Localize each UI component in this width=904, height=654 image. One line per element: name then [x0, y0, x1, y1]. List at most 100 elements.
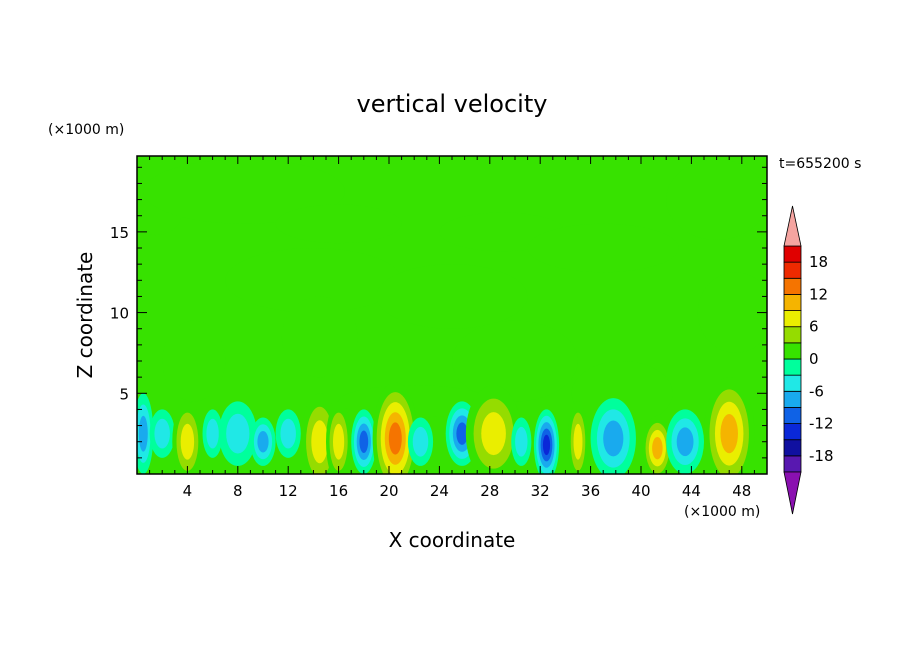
- convective-cell: [275, 409, 301, 458]
- colorbar-tick-label: -12: [809, 415, 834, 433]
- x-tick-label: 44: [682, 482, 701, 500]
- colorbar-tick-label: 0: [809, 350, 819, 368]
- convective-cell: [172, 401, 203, 474]
- upper-feature: [162, 320, 226, 402]
- upper-feature: [225, 248, 402, 313]
- contour-band: [652, 436, 663, 460]
- x-tick-label: 12: [279, 482, 298, 500]
- x-tick-label: 32: [531, 482, 550, 500]
- convective-cell: [465, 385, 522, 474]
- colorbar-swatch: [783, 455, 802, 473]
- contour-band: [280, 418, 296, 449]
- contour-band: [388, 422, 402, 455]
- x-tick-label: 28: [480, 482, 499, 500]
- convective-cell: [666, 409, 704, 474]
- upper-feature: [697, 272, 767, 353]
- time-label: t=655200 s: [779, 156, 861, 172]
- colorbar-swatch: [783, 277, 802, 295]
- contour-band: [456, 422, 468, 445]
- x-tick-label: 4: [183, 482, 193, 500]
- colorbar-tick-label: 6: [809, 318, 819, 336]
- upper-feature: [275, 204, 402, 244]
- z-axis-label: Z coordinate: [73, 252, 97, 379]
- upper-feature: [376, 264, 528, 329]
- colorbar-swatch: [783, 326, 802, 344]
- colorbar-tick-label: -6: [809, 382, 824, 400]
- contour-band: [481, 412, 506, 456]
- x-tick-label: 16: [329, 482, 348, 500]
- colorbar-swatch: [783, 342, 802, 360]
- colorbar-swatch: [783, 245, 802, 263]
- x-tick-label: 8: [233, 482, 243, 500]
- convective-cell: [704, 377, 755, 474]
- contour-band: [359, 430, 369, 453]
- convective-cell: [511, 417, 532, 466]
- convective-cell: [218, 401, 257, 466]
- convective-cell: [642, 415, 673, 474]
- contour-band: [333, 423, 345, 460]
- contour-band: [603, 420, 624, 457]
- colorbar-tick-label: 12: [809, 285, 828, 303]
- colorbar-tick-label: -18: [809, 447, 834, 465]
- colorbar-swatch: [783, 374, 802, 392]
- contour-band: [257, 430, 269, 453]
- contour-band: [720, 413, 738, 454]
- colorbar-swatch: [783, 294, 802, 311]
- convective-cell: [149, 409, 175, 458]
- upper-features: [137, 159, 767, 426]
- x-tick-label: 48: [732, 482, 751, 500]
- z-tick-label: 5: [119, 385, 129, 403]
- colorbar-swatch: [783, 358, 802, 376]
- upper-feature: [281, 296, 358, 378]
- plot-area: [137, 156, 767, 474]
- convective-cell: [567, 401, 589, 474]
- x-tick-label: 36: [581, 482, 600, 500]
- contour-band: [226, 413, 250, 454]
- convective-cell: [326, 401, 352, 474]
- upper-feature: [143, 159, 345, 224]
- contour-band: [180, 423, 195, 460]
- colorbar-swatch: [783, 310, 802, 328]
- x-axis-ticks: 4 8 12 16 20 24 28 32 36 40 44 48: [149, 156, 755, 500]
- convective-cell: [372, 382, 418, 474]
- convective-cell: [137, 393, 154, 474]
- colorbar-top-arrow: [783, 205, 802, 247]
- lower-cells: [137, 377, 755, 474]
- chart-title: vertical velocity: [357, 90, 548, 118]
- upper-feature: [452, 320, 578, 402]
- z-units-label: (×1000 m): [48, 122, 124, 138]
- colorbar-tick-label: 18: [809, 253, 828, 271]
- x-axis-label: X coordinate: [389, 528, 516, 552]
- contour-band: [138, 415, 148, 452]
- contour-band: [676, 427, 694, 457]
- colorbar-swatch: [783, 439, 802, 457]
- z-tick-label: 10: [110, 305, 129, 323]
- contour-band: [412, 426, 429, 457]
- convective-cell: [250, 417, 276, 466]
- colorbar-swatch: [783, 261, 802, 279]
- z-tick-label: 15: [110, 224, 129, 242]
- contour-band: [206, 418, 219, 449]
- upper-feature: [571, 361, 673, 426]
- x-units-label: (×1000 m): [684, 504, 760, 520]
- contour-band: [542, 434, 551, 456]
- colorbar-swatch: [783, 390, 802, 408]
- contour-band: [154, 418, 170, 449]
- convective-cell: [202, 409, 223, 458]
- convective-cell: [590, 398, 636, 474]
- convective-cell: [351, 409, 377, 474]
- colorbar-swatch: [783, 423, 802, 441]
- contour-band: [515, 426, 528, 457]
- colorbar: 18 12 6 0 -6 -12 -18: [783, 205, 834, 515]
- x-tick-label: 20: [379, 482, 398, 500]
- contour-band: [573, 423, 583, 460]
- upper-feature: [527, 223, 679, 273]
- x-tick-label: 24: [430, 482, 449, 500]
- upper-feature: [666, 159, 767, 240]
- colorbar-bottom-arrow: [783, 471, 802, 515]
- contour-band: [311, 420, 329, 464]
- colorbar-swatch: [783, 407, 802, 424]
- convective-cell: [533, 409, 560, 474]
- x-tick-label: 40: [631, 482, 650, 500]
